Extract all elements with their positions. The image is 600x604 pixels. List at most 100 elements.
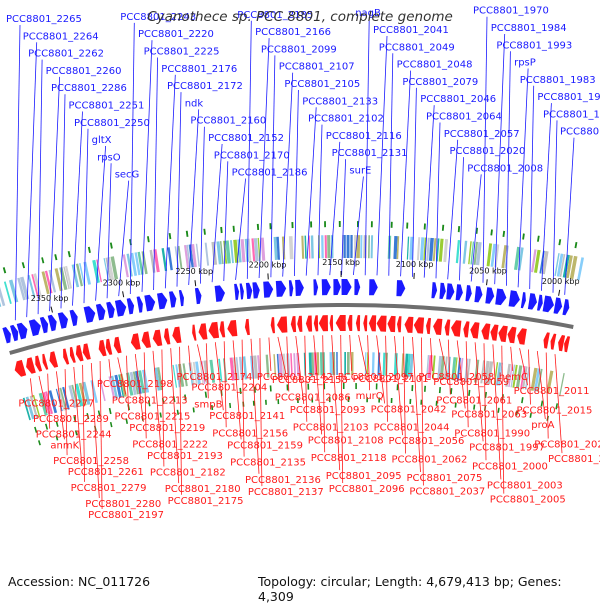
gc-mark	[490, 229, 493, 235]
gc-mark	[339, 221, 341, 227]
forward-gene-arrow	[127, 298, 134, 314]
gc-mark	[324, 221, 326, 227]
reverse-gene-label: PCC8801_2277	[18, 398, 94, 409]
feature-block	[230, 240, 234, 263]
feature-block	[347, 235, 350, 258]
forward-gene-label: PCC8801_2160	[190, 116, 266, 127]
reverse-gene-label: PCC8801_2025	[548, 454, 600, 465]
feature-block	[417, 237, 420, 260]
gc-mark	[411, 385, 413, 391]
gc-mark	[169, 233, 172, 239]
scale-tick-label: 2200 kbp	[249, 260, 287, 269]
reverse-gene-label: PCC8801_2258	[53, 456, 129, 467]
reverse-gene-label: PCC8801_2204	[191, 382, 267, 393]
gc-mark	[269, 223, 271, 229]
forward-gene-label: PCC8801_2049	[379, 42, 455, 53]
forward-gene-arrow	[521, 292, 526, 308]
reverse-gene-label: PCC8801_2182	[150, 468, 226, 479]
gc-mark	[3, 267, 6, 273]
reverse-gene-label: PCC8801_2193	[147, 451, 223, 462]
gc-mark	[233, 226, 235, 232]
reverse-gene-arrow	[199, 323, 208, 339]
feature-block	[325, 235, 327, 258]
reverse-gene-arrow	[220, 321, 226, 337]
forward-gene-arrow	[157, 293, 167, 310]
reverse-gene-arrow	[245, 319, 250, 335]
reverse-gene-arrow	[405, 317, 414, 333]
reverse-gene-arrow	[363, 315, 367, 331]
reverse-gene-arrow	[114, 337, 122, 353]
reverse-gene-arrow	[564, 336, 570, 352]
forward-gene-label: PCC8801_2008	[467, 163, 543, 174]
forward-gene-label: rpsP	[514, 58, 536, 69]
reverse-gene-label: proA	[531, 420, 554, 431]
reverse-gene-arrow	[463, 321, 469, 337]
feature-block	[344, 235, 346, 258]
reverse-gene-label: PCC8801_2075	[407, 473, 483, 484]
reverse-gene-arrow	[388, 316, 396, 332]
gc-mark	[68, 251, 71, 257]
reverse-gene-arrow	[70, 347, 76, 363]
reverse-gene-label: PCC8801_2108	[308, 435, 384, 446]
forward-gene-label: PCC8801_2220	[138, 29, 214, 40]
leader-line	[412, 88, 416, 277]
reverse-gene-arrow	[369, 315, 376, 331]
forward-gene-arrow	[234, 284, 239, 300]
reverse-gene-label: PCC8801_2215	[115, 412, 191, 423]
reverse-gene-arrow	[551, 334, 557, 350]
gc-mark	[110, 422, 113, 427]
leader-line	[518, 69, 528, 288]
gc-mark	[371, 221, 373, 227]
forward-gene-arrow	[322, 279, 331, 295]
reverse-gene-label: PCC8801_1990	[454, 428, 530, 439]
forward-gene-arrow	[96, 304, 106, 321]
forward-gene-label: gltX	[92, 135, 112, 146]
gc-mark	[41, 257, 44, 263]
reverse-gene-label: PCC8801_2044	[374, 423, 450, 434]
reverse-gene-label: PCC8801_2222	[132, 439, 208, 450]
forward-gene-label: PCC8801_2225	[144, 47, 220, 58]
reverse-gene-arrow	[470, 322, 479, 339]
forward-gene-label: PCC8801_2102	[308, 114, 384, 125]
forward-gene-arrow	[246, 283, 252, 299]
forward-gene-arrow	[562, 299, 569, 315]
gc-mark	[229, 403, 231, 408]
forward-gene-label: PCC8801_2172	[167, 81, 243, 92]
reverse-gene-label: PCC8801_2174	[177, 372, 253, 383]
forward-gene-arrow	[137, 296, 143, 312]
forward-gene-label: secG	[115, 170, 140, 181]
leader-line	[475, 342, 483, 441]
forward-gene-arrow	[252, 282, 259, 298]
forward-gene-arrow	[29, 319, 41, 336]
leader-line	[269, 338, 271, 372]
reverse-gene-arrow	[277, 316, 287, 332]
reverse-gene-arrow	[35, 356, 42, 372]
reverse-gene-arrow	[508, 327, 517, 344]
gc-mark	[22, 262, 25, 268]
forward-gene-label: PCC8801_2186	[232, 168, 308, 179]
reverse-gene-arrow	[192, 325, 196, 341]
forward-gene-label: PCC8801_2133	[302, 96, 378, 107]
reverse-gene-label: PCC8801_2244	[36, 430, 112, 441]
reverse-gene-label: PCC8801_2136	[245, 475, 321, 486]
reverse-gene-label: PCC8801_2042	[371, 404, 447, 415]
reverse-gene-label: PCC8801_2180	[165, 484, 241, 495]
reverse-gene-label: PCC8801_2280	[85, 499, 161, 510]
gc-mark	[458, 226, 460, 232]
forward-gene-label: PCC8801_2105	[284, 79, 360, 90]
feature-block	[205, 243, 209, 266]
leader-line	[15, 25, 20, 320]
feature-block	[407, 237, 409, 260]
gc-mark	[424, 386, 426, 392]
reverse-gene-label: PCC8801_2000	[472, 461, 548, 472]
forward-gene-arrow	[289, 280, 293, 296]
feature-block	[311, 235, 314, 258]
reverse-gene-arrow	[99, 340, 107, 356]
forward-gene-arrow	[10, 325, 18, 341]
reverse-gene-label: PCC8801_2096	[329, 484, 405, 495]
reverse-gene-label: PCC8801_2003	[487, 480, 563, 491]
forward-gene-label: PCC8801_2131	[332, 148, 408, 159]
reverse-gene-arrow	[291, 316, 296, 332]
reverse-gene-arrow	[172, 327, 181, 344]
gc-mark	[220, 227, 222, 233]
